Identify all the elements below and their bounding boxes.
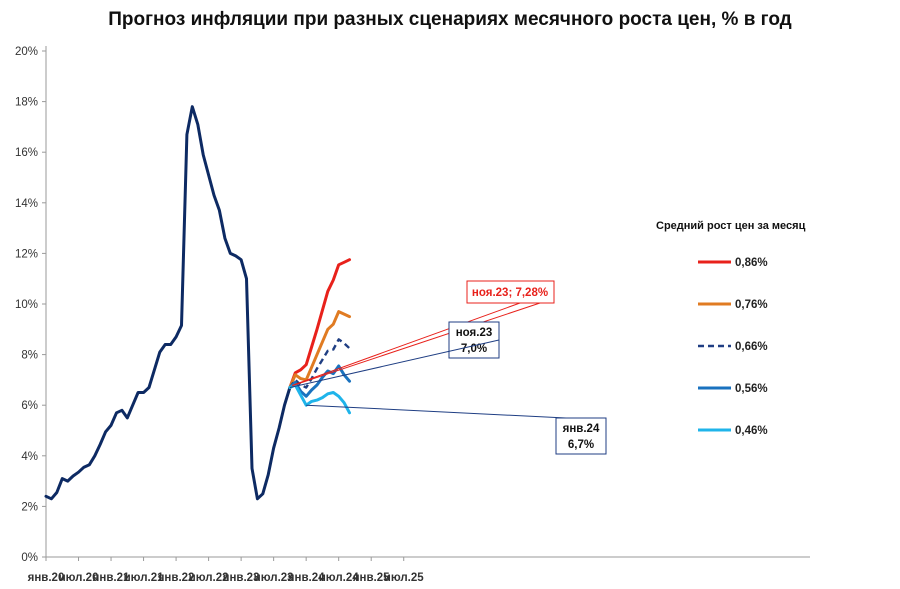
y-tick-label: 14% (15, 198, 38, 210)
annotation-text-jan: 6,7% (568, 439, 594, 451)
annotation-text-jan: янв.24 (563, 423, 600, 435)
annotation-text-nov: 7,0% (461, 343, 487, 355)
y-tick-label: 10% (15, 299, 38, 311)
x-tick-label: янв.20 (28, 572, 65, 584)
legend-title: Средний рост цен за месяц (656, 220, 806, 232)
x-tick-label: янв.24 (288, 572, 325, 584)
legend: 0,86% 0,76% 0,66% 0,56% 0,46% (698, 257, 768, 437)
annotation-leader-nov (289, 339, 500, 388)
annotation-box-jan (555, 417, 607, 455)
annotation-box-red (466, 280, 555, 304)
x-tick-label: июл.23 (254, 572, 294, 584)
annotation-text-red: ноя.23; 7,28% (472, 287, 548, 299)
x-tick-label: июл.21 (124, 572, 165, 584)
x-tick-label: янв.22 (158, 572, 195, 584)
x-tick-label: янв.23 (223, 572, 260, 584)
legend-label: 0,46% (735, 425, 768, 437)
y-tick-label: 8% (21, 350, 38, 362)
x-tick-label: июл.20 (59, 572, 99, 584)
legend-label: 0,66% (735, 341, 768, 353)
series-line-5 (288, 383, 351, 415)
legend-label: 0,86% (735, 257, 768, 269)
chart-axes (45, 46, 810, 558)
annotations: ноя.23; 7,28% ноя.23 7,0% янв.24 6,7% (289, 280, 607, 455)
annotation-leader-red (292, 302, 541, 386)
series-line-1 (288, 258, 351, 389)
series-line-3 (288, 338, 351, 389)
y-tick-label: 16% (15, 147, 38, 159)
y-axis-ticks: 0% 2% 4% 6% 8% 10% 12% 14% 16% 18% 20% (15, 46, 46, 564)
y-tick-label: 4% (21, 451, 38, 463)
x-tick-label: янв.21 (93, 572, 130, 584)
y-tick-label: 20% (15, 46, 38, 58)
x-tick-label: июл.24 (319, 572, 360, 584)
y-tick-label: 2% (21, 501, 38, 513)
annotation-leader-jan (306, 404, 567, 419)
x-tick-label: июл.25 (384, 572, 425, 584)
series-line-0 (44, 105, 292, 501)
y-tick-label: 18% (15, 97, 38, 109)
x-axis-ticks: янв.20июл.20янв.21июл.21янв.22июл.22янв.… (28, 557, 425, 584)
x-tick-label: янв.25 (353, 572, 390, 584)
y-tick-label: 6% (21, 400, 38, 412)
annotation-text-nov: ноя.23 (456, 327, 493, 339)
series-lines (44, 105, 351, 501)
legend-label: 0,76% (735, 299, 768, 311)
annotation-leader-red (291, 302, 521, 386)
y-tick-label: 12% (15, 248, 38, 260)
legend-label: 0,56% (735, 383, 768, 395)
x-tick-label: июл.22 (189, 572, 229, 584)
y-tick-label: 0% (21, 552, 38, 564)
chart-title: Прогноз инфляции при разных сценариях ме… (108, 9, 792, 30)
series-line-2 (288, 310, 351, 389)
